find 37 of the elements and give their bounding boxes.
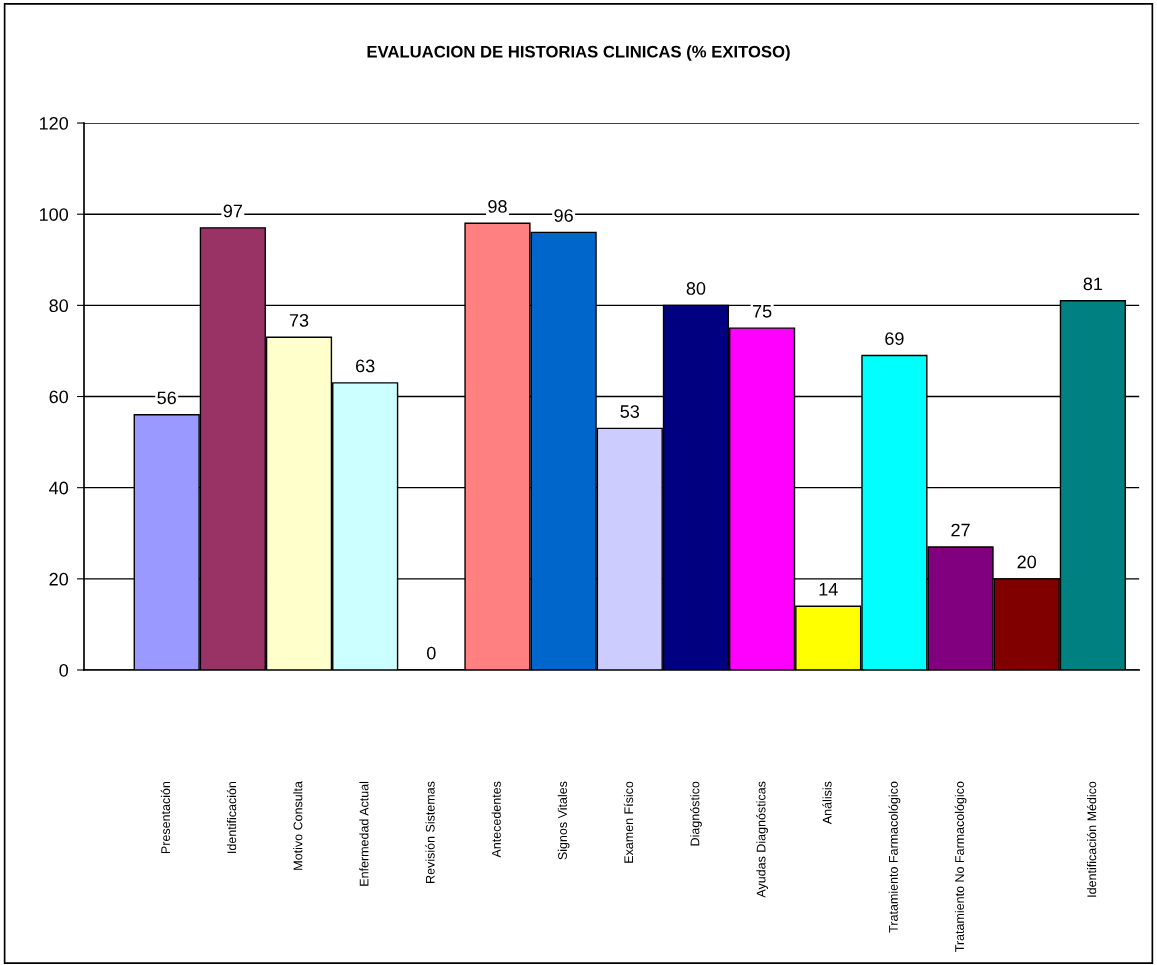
x-tick-label: Examen Físico bbox=[623, 781, 634, 863]
chart-title: EVALUACION DE HISTORIAS CLINICAS (% EXITOSO) bbox=[367, 45, 790, 61]
data-label: 73 bbox=[289, 313, 309, 327]
x-tick-label: Motivo Consulta bbox=[293, 781, 303, 870]
data-label: 63 bbox=[356, 359, 375, 373]
x-tick-label: Presentación bbox=[160, 781, 171, 854]
x-tick-label: Análisis bbox=[822, 781, 832, 825]
y-tick-label: 120 bbox=[39, 116, 69, 130]
data-label: 27 bbox=[951, 523, 970, 537]
data-label: 98 bbox=[488, 200, 507, 213]
x-tick-label: Enfermedad Actual bbox=[359, 781, 369, 886]
y-tick-label: 20 bbox=[49, 572, 69, 586]
data-label: 80 bbox=[686, 282, 706, 295]
y-tick-label: 0 bbox=[59, 663, 69, 677]
y-tick-label: 80 bbox=[49, 299, 69, 313]
data-label: 81 bbox=[1083, 277, 1103, 291]
y-tick-label: 60 bbox=[49, 390, 69, 404]
x-tick-label: Ayudas Diagnósticas bbox=[756, 781, 768, 898]
x-tick-label: Signos Vitales bbox=[557, 781, 570, 860]
data-label: 56 bbox=[157, 391, 176, 405]
data-label: 97 bbox=[223, 204, 242, 218]
x-tick-label: Tratamiento No Farmacológico bbox=[954, 781, 967, 952]
x-tick-label: Identificación bbox=[226, 781, 237, 853]
data-label: 14 bbox=[819, 583, 838, 596]
x-tick-label: Identificación Médico bbox=[1086, 781, 1097, 897]
x-tick-label: Antecedentes bbox=[491, 781, 501, 858]
x-tick-label: Diagnóstico bbox=[690, 781, 702, 846]
data-label: 75 bbox=[752, 305, 772, 318]
data-label: 53 bbox=[620, 405, 640, 418]
y-tick-label: 100 bbox=[39, 208, 69, 221]
y-tick-label: 40 bbox=[49, 481, 69, 495]
x-tick-label: Revisión Sistemas bbox=[425, 781, 435, 883]
data-label: 69 bbox=[885, 332, 904, 345]
data-label: 0 bbox=[427, 646, 436, 660]
x-tick-label: Tratamiento Farmacológico bbox=[888, 781, 901, 933]
data-label: 20 bbox=[1017, 555, 1037, 569]
data-label: 96 bbox=[554, 209, 573, 222]
